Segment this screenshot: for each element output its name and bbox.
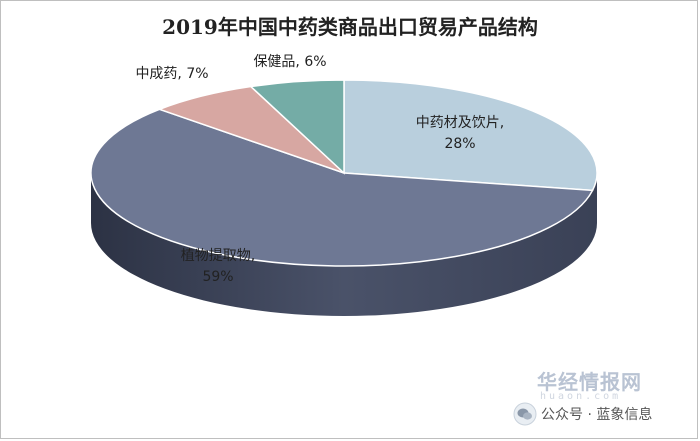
- pie-3d-side: [91, 173, 597, 316]
- pie-slice: [90, 108, 594, 267]
- chart-title: 2019年中国中药类商品出口贸易产品结构: [162, 15, 538, 39]
- pie-slices: [90, 79, 598, 267]
- slice-label: 植物提取物, 59%: [181, 248, 255, 285]
- pie-labels: 中药材及饮片, 28% 植物提取物, 59% 中成药, 7% 保健品, 6%: [135, 54, 504, 285]
- pie-side-wall: [91, 173, 597, 316]
- wechat-icon: [513, 402, 537, 426]
- pie-slice: [249, 79, 345, 175]
- pie-slice: [343, 79, 598, 192]
- watermark-url: huaon.com: [540, 391, 622, 402]
- wechat-account-label: 公众号 · 蓝象信息: [541, 407, 653, 423]
- pie-slice: [157, 85, 345, 174]
- slice-label: 中药材及饮片, 28%: [416, 115, 504, 152]
- watermark-brand: 华经情报网: [537, 370, 642, 394]
- slice-label: 中成药, 7%: [135, 66, 208, 82]
- wechat-account: 公众号 · 蓝象信息: [513, 402, 652, 426]
- slice-label: 保健品, 6%: [253, 54, 326, 70]
